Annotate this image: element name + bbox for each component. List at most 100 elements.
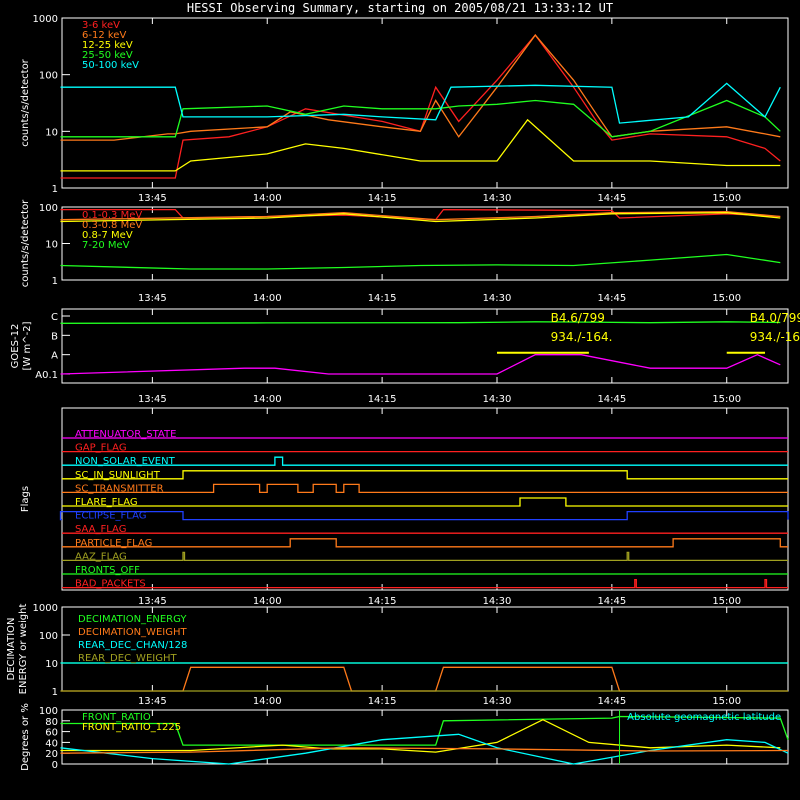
- flag-label: GAP_FLAG: [75, 443, 127, 454]
- chart-title: HESSI Observing Summary, starting on 200…: [186, 1, 614, 15]
- panel-frame: [61, 17, 789, 189]
- legend-entry: 25-50 keV: [82, 50, 133, 61]
- x-tick-label: 13:45: [138, 293, 167, 304]
- x-tick-label: 14:30: [483, 696, 512, 707]
- panel-frame: [61, 308, 789, 384]
- series-line: [60, 747, 789, 754]
- y-axis-label: DECIMATION: [6, 617, 17, 680]
- x-tick-label: 14:15: [368, 193, 397, 204]
- series-line: [60, 99, 781, 138]
- y-axis-label: GOES-12: [10, 324, 21, 369]
- legend-entry: DECIMATION_ENERGY: [78, 614, 187, 625]
- x-tick-label: 15:00: [712, 596, 741, 607]
- flag-label: NON_SOLAR_EVENT: [75, 456, 176, 467]
- x-tick-label: 14:00: [253, 193, 282, 204]
- legend-entry: REAR_DEC_WEIGHT: [78, 653, 177, 664]
- y-axis-label: counts/s/detector: [20, 199, 31, 287]
- series-line: [60, 82, 781, 124]
- x-tick-label: 14:30: [483, 596, 512, 607]
- y-tick-label: 1000: [33, 603, 58, 614]
- annotation: B4.6/799: [551, 311, 605, 325]
- flag-label: BAD_PACKETS: [75, 579, 146, 590]
- x-tick-label: 14:30: [483, 193, 512, 204]
- flag-trace: [59, 510, 789, 521]
- flag-trace: [62, 456, 788, 466]
- legend-entry: DECIMATION_WEIGHT: [78, 627, 187, 638]
- series-line: [60, 321, 781, 324]
- series-line: [60, 212, 781, 223]
- legend-entry: 12-25 keV: [82, 40, 133, 51]
- y-tick-label: 100: [39, 71, 58, 82]
- flag-trace: [62, 497, 788, 507]
- series-line: [60, 353, 781, 375]
- x-tick-label: 13:45: [138, 596, 167, 607]
- flag-trace: [62, 538, 788, 548]
- y-axis-unit: [W m^-2]: [22, 321, 33, 370]
- y-tick-label: 1000: [33, 14, 58, 25]
- y-tick-label: 1: [52, 687, 58, 698]
- x-tick-label: 15:00: [712, 193, 741, 204]
- legend-entry: 50-100 keV: [82, 60, 139, 71]
- flag-label: SC_IN_SUNLIGHT: [75, 470, 161, 481]
- x-tick-label: 14:15: [368, 394, 397, 405]
- flag-label: SAA_FLAG: [75, 524, 126, 535]
- y-tick-label: 100: [39, 631, 58, 642]
- flag-trace: [62, 578, 788, 589]
- flag-label: FRONTS_OFF: [75, 565, 140, 576]
- y-tick-label: 40: [45, 738, 58, 749]
- annotation: 934./-164: [750, 330, 800, 344]
- series-line: [60, 253, 781, 270]
- x-tick-label: 14:45: [597, 596, 626, 607]
- x-tick-label: 14:45: [597, 193, 626, 204]
- legend-entry: 0.1-0.3 MeV: [82, 210, 142, 221]
- series-line: [60, 666, 788, 692]
- x-tick-label: 15:00: [712, 293, 741, 304]
- y-tick-label: A0.1: [35, 370, 58, 381]
- flag-label: PARTICLE_FLAG: [75, 538, 152, 549]
- y-tick-label: 10: [45, 127, 58, 138]
- x-tick-label: 14:00: [253, 696, 282, 707]
- y-tick-label: 100: [39, 706, 58, 717]
- y-tick-label: A: [51, 351, 58, 362]
- legend-entry: 7-20 MeV: [82, 240, 130, 251]
- y-axis-label: counts/s/detector: [20, 58, 31, 146]
- x-tick-label: 14:45: [597, 293, 626, 304]
- series-line: [60, 118, 781, 172]
- legend-entry: 3-6 keV: [82, 20, 120, 31]
- annotation: Absolute geomagnetic latitude: [627, 712, 781, 723]
- x-tick-label: 14:45: [597, 394, 626, 405]
- series-line: [60, 733, 789, 765]
- x-tick-label: 13:45: [138, 193, 167, 204]
- series-line: [60, 208, 781, 221]
- x-tick-label: 14:15: [368, 293, 397, 304]
- flag-label: ECLIPSE_FLAG: [75, 511, 146, 522]
- series-line: [60, 210, 781, 221]
- legend-entry: FRONT_RATIO: [82, 712, 151, 723]
- x-tick-label: 14:15: [368, 596, 397, 607]
- y-tick-label: C: [51, 312, 58, 323]
- x-tick-label: 14:15: [368, 696, 397, 707]
- x-tick-label: 14:00: [253, 394, 282, 405]
- x-tick-label: 15:00: [712, 394, 741, 405]
- annotation: B4.0/799: [750, 311, 800, 325]
- y-tick-label: 1: [52, 184, 58, 195]
- legend-entry: 0.3-0.8 MeV: [82, 220, 142, 231]
- flag-trace: [62, 470, 788, 480]
- y-tick-label: 10: [45, 659, 58, 670]
- series-line: [60, 718, 781, 753]
- series-line: [60, 34, 781, 179]
- panel-frame: [61, 709, 789, 765]
- x-tick-label: 14:30: [483, 293, 512, 304]
- y-axis-label: ENERGY or weight: [18, 604, 29, 695]
- x-tick-label: 14:45: [597, 696, 626, 707]
- x-tick-label: 15:00: [712, 696, 741, 707]
- y-tick-label: B: [51, 331, 58, 342]
- y-tick-label: 20: [45, 749, 58, 760]
- flag-label: FLARE_FLAG: [75, 497, 138, 508]
- y-axis-label: Flags: [20, 486, 31, 512]
- y-axis-label: Degrees or %: [20, 703, 31, 771]
- flag-label: AAZ_FLAG: [75, 551, 127, 562]
- x-tick-label: 14:00: [253, 596, 282, 607]
- y-tick-label: 80: [45, 717, 58, 728]
